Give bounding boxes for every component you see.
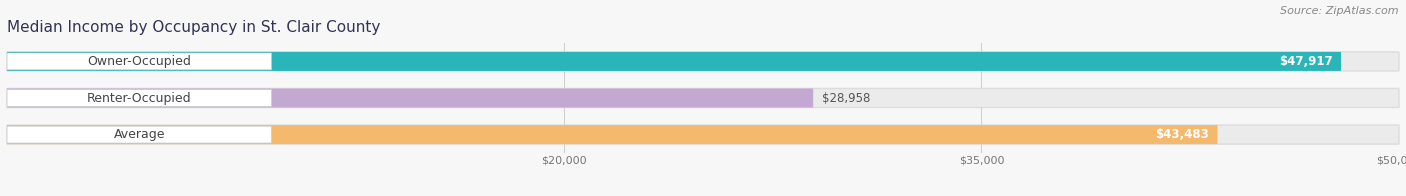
Text: Average: Average <box>114 128 165 141</box>
Text: $43,483: $43,483 <box>1156 128 1209 141</box>
FancyBboxPatch shape <box>7 52 1341 71</box>
Text: $47,917: $47,917 <box>1279 55 1333 68</box>
Text: Median Income by Occupancy in St. Clair County: Median Income by Occupancy in St. Clair … <box>7 20 381 35</box>
FancyBboxPatch shape <box>7 88 813 108</box>
FancyBboxPatch shape <box>7 126 271 143</box>
Text: Owner-Occupied: Owner-Occupied <box>87 55 191 68</box>
FancyBboxPatch shape <box>7 88 1399 108</box>
FancyBboxPatch shape <box>7 90 271 106</box>
Text: Renter-Occupied: Renter-Occupied <box>87 92 191 104</box>
FancyBboxPatch shape <box>7 125 1399 144</box>
Text: $28,958: $28,958 <box>821 92 870 104</box>
FancyBboxPatch shape <box>7 53 271 70</box>
FancyBboxPatch shape <box>7 52 1399 71</box>
FancyBboxPatch shape <box>7 125 1218 144</box>
Text: Source: ZipAtlas.com: Source: ZipAtlas.com <box>1281 6 1399 16</box>
